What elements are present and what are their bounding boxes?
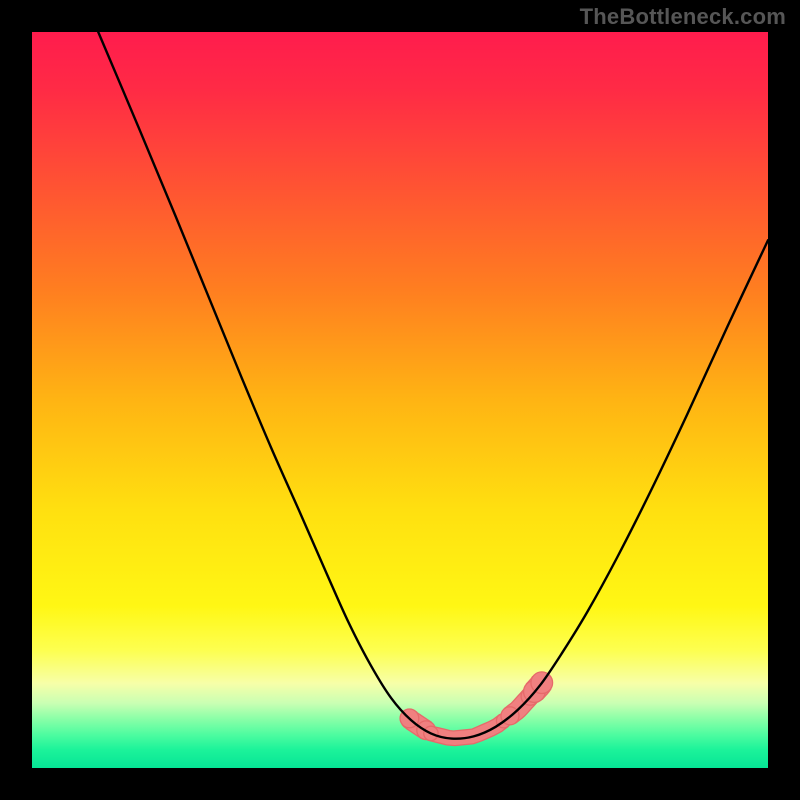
heat-gradient-background <box>32 32 768 768</box>
attribution-label: TheBottleneck.com <box>580 4 786 30</box>
bottleneck-chart <box>0 0 800 800</box>
chart-frame: TheBottleneck.com <box>0 0 800 800</box>
